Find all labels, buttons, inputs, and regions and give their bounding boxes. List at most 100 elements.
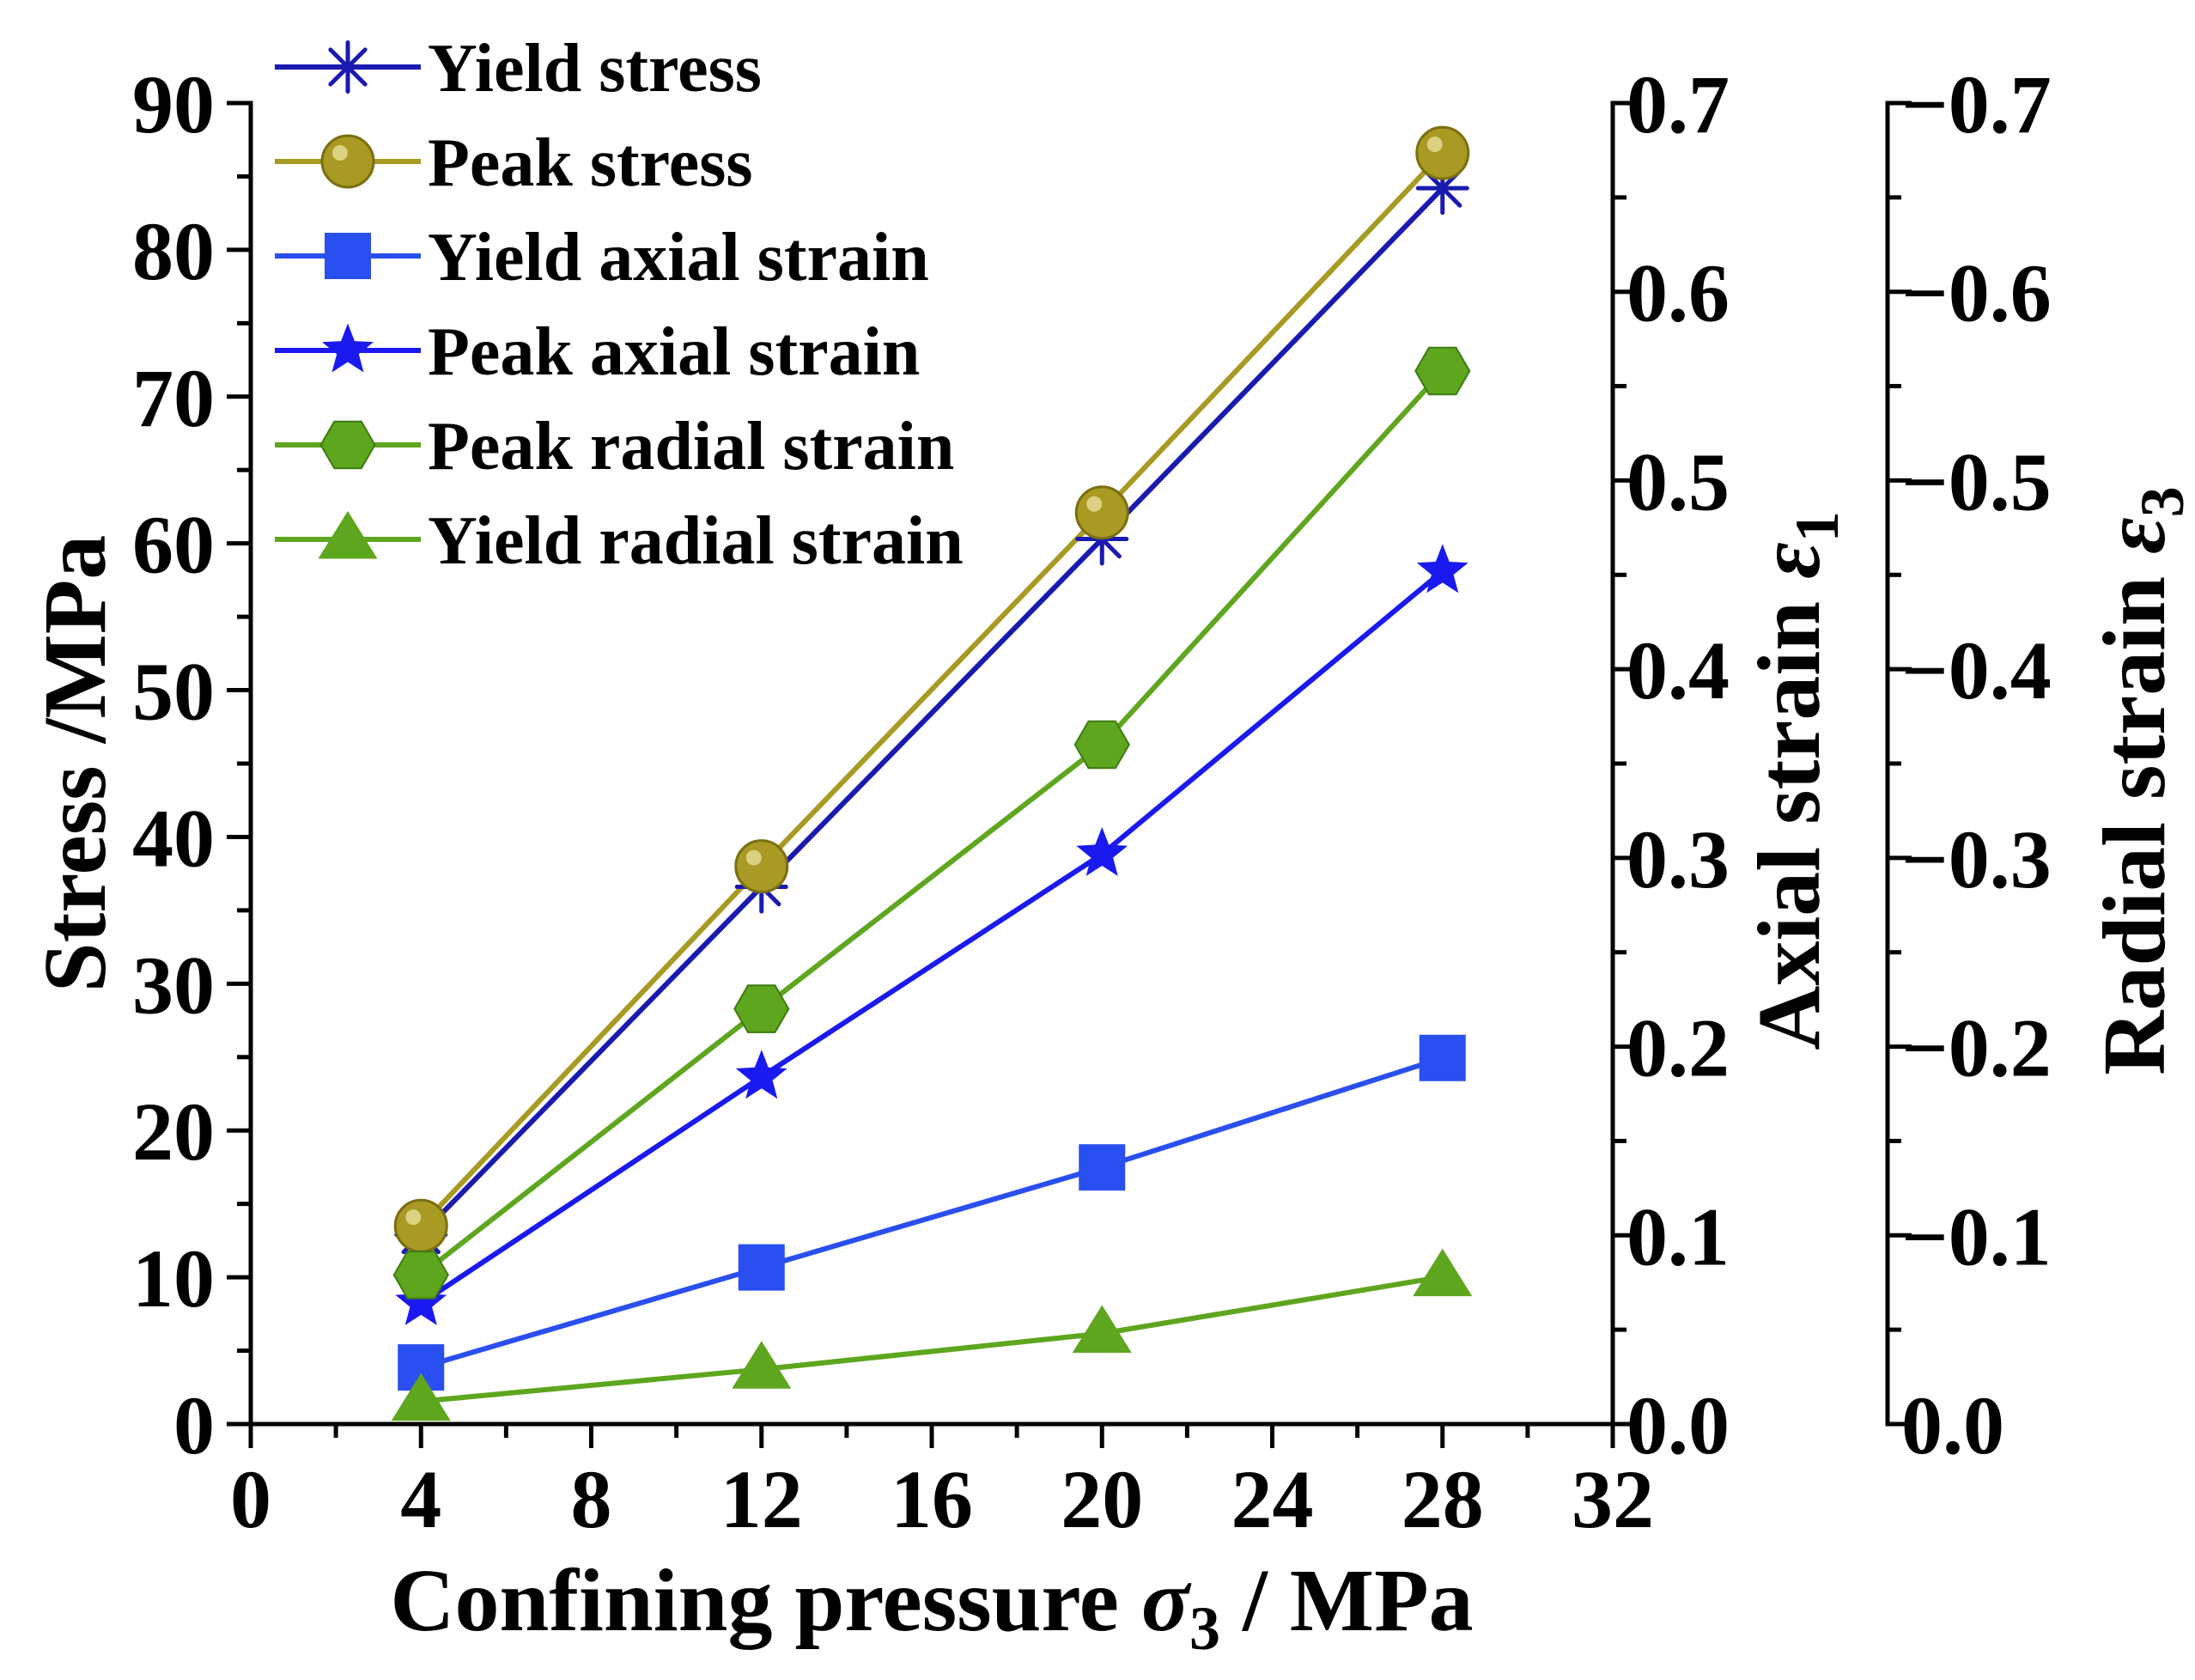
yield-axial-strain-line [420,1055,1444,1370]
yield-radial-strain-point-shape [732,1341,792,1389]
x-tick-label: 12 [721,1453,803,1545]
peak-radial-strain-point [1073,720,1130,770]
legend-label: Yield stress [428,31,762,107]
legend-item: Yield axial strain [275,220,929,295]
peak-radial-strain-point-shape [733,984,790,1033]
radial-tick-label: −0.5 [1901,435,2052,527]
legend-label: Peak radial strain [428,409,954,484]
peak-radial-strain-point [1414,346,1471,396]
peak-radial-strain-point [392,1251,449,1300]
peak-radial-strain-point-shape [1073,720,1130,770]
legend-item: Yield radial strain [275,503,964,579]
legend-swatch-marker [320,134,375,189]
peak-radial-strain-point [733,984,790,1033]
radial-tick-label: −0.1 [1901,1190,2052,1282]
peak-stress-line [419,151,1444,1228]
yield-radial-strain-point-shape [1072,1305,1132,1354]
x-tick-label: 20 [1061,1453,1143,1545]
data-series [391,125,1473,1421]
stress-tick-label: 90 [132,58,215,150]
legend-label: Peak axial strain [428,314,920,390]
x-tick-label: 0 [230,1453,271,1545]
legend-swatch-marker-stroke [328,47,368,87]
axial-tick-label: 0.4 [1626,624,1730,716]
stress-tick-label: 70 [132,352,215,444]
peak-axial-strain-point-shape [735,1050,787,1099]
radial-tick-label: −0.2 [1901,1002,2052,1094]
stress-tick-label: 60 [132,499,215,591]
radial-tick-label: −0.4 [1901,624,2052,716]
legend-swatch-marker-shape [322,323,374,373]
radial-axis-title: Radial strain ε3 [2085,486,2195,1074]
yield-stress-line [419,186,1444,1237]
x-tick-label: 4 [400,1453,441,1545]
peak-stress-point-shape [1415,125,1470,180]
axial-tick-label: 0.6 [1626,247,1730,339]
peak-stress-point-shape [734,839,789,894]
peak-stress-point-shape [393,1198,448,1253]
stress-tick-label: 80 [132,205,215,297]
radial-tick-label: −0.6 [1901,247,2052,339]
yield-radial-strain-line [421,1274,1444,1404]
peak-radial-strain-point-shape [1414,346,1471,396]
yield-radial-strain-point-shape [391,1373,451,1421]
radial-tick-label: 0.0 [1901,1379,2004,1471]
x-tick-label: 28 [1402,1453,1484,1545]
peak-stress-point-highlight [1086,496,1103,512]
peak-axial-strain-point [1416,544,1468,593]
peak-stress-point-highlight [405,1209,422,1226]
x-tick-label: 16 [891,1453,973,1545]
legend-swatch-marker-shape [325,233,371,279]
peak-radial-strain-line [419,368,1445,1277]
radial-tick-label: −0.3 [1901,813,2052,905]
yield-axial-strain-point [738,1244,785,1291]
axis-ticks: 0 4 8 12 16 20 24 28 32 0 10 20 30 40 50 60 70 80 90 0.0 0.1… [132,58,2052,1545]
axial-tick-label: 0.5 [1626,435,1730,527]
peak-axial-strain-point-shape [1076,827,1128,876]
legend-swatch-marker [321,40,374,94]
peak-stress-point [393,1198,448,1253]
peak-stress-point [1415,125,1470,180]
legend-swatch-marker [325,233,371,279]
yield-radial-strain-point [1413,1248,1473,1297]
peak-stress-point [734,839,789,894]
yield-axial-strain-point [1419,1034,1466,1081]
stress-tick-label: 0 [173,1379,215,1471]
peak-axial-strain-point [735,1050,787,1099]
peak-stress-point-shape [1074,485,1129,540]
peak-stress-point [1074,485,1129,540]
legend-label: Peak stress [428,125,752,201]
yield-radial-strain-point [732,1341,792,1389]
legend-swatch-marker-highlight [332,145,348,161]
axial-tick-label: 0.3 [1626,813,1730,905]
axial-tick-label: 0.2 [1626,1002,1730,1094]
peak-axial-strain-point-shape [395,1275,447,1325]
stress-tick-label: 10 [132,1233,215,1324]
legend-item: Peak stress [275,125,752,201]
yield-axial-strain-point [1079,1144,1126,1191]
legend-swatch-marker [322,323,374,373]
legend-item: Peak radial strain [275,409,954,484]
stress-tick-label: 40 [132,792,215,884]
axial-axis-title: Axial strain ε1 [1740,511,1851,1050]
legend-item: Peak axial strain [275,314,920,390]
yield-axial-strain-point-shape [738,1244,785,1291]
legend-label: Yield axial strain [428,220,929,295]
stress-tick-label: 50 [132,646,215,738]
legend-swatch-marker-shape [318,511,378,559]
legend-swatch-marker [319,420,376,470]
peak-radial-strain-point-shape [392,1251,449,1300]
legend-swatch-marker-shape [319,420,376,470]
x-axis-title: Confining pressure σ3 / MPa [390,1551,1473,1663]
stress-axis-title: Stress /MPa [26,535,125,992]
peak-stress-point-highlight [1426,137,1443,153]
legend-item: Yield stress [275,31,762,107]
axial-tick-label: 0.0 [1626,1379,1730,1471]
peak-axial-strain-point-shape [1416,544,1468,593]
stress-tick-label: 20 [132,1086,215,1178]
axial-tick-label: 0.7 [1626,58,1730,150]
peak-stress-point-highlight [745,849,762,866]
x-tick-label: 8 [571,1453,612,1545]
x-tick-label: 32 [1572,1453,1654,1545]
